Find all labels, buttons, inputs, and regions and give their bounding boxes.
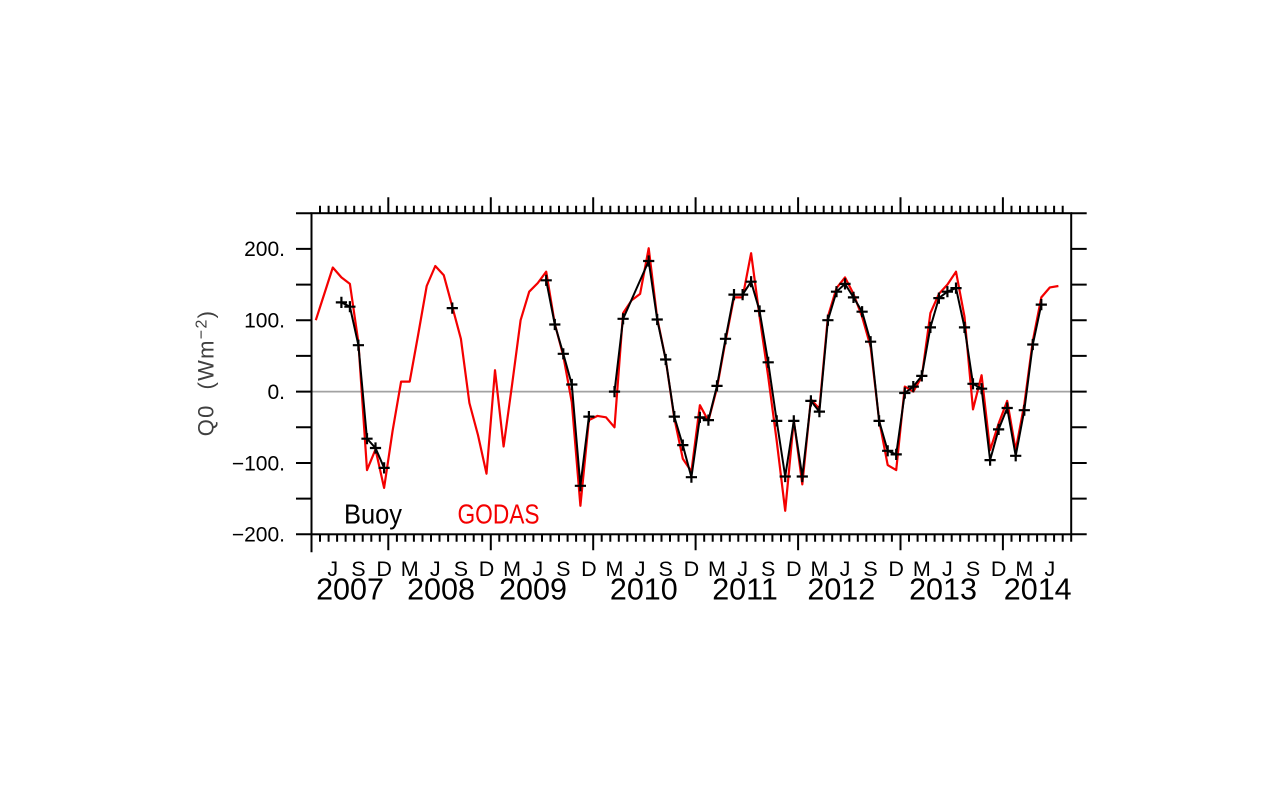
- svg-text:M: M: [708, 557, 726, 581]
- svg-text:−100.: −100.: [232, 452, 285, 475]
- svg-text:M: M: [810, 557, 828, 581]
- svg-text:D: D: [991, 557, 1007, 581]
- svg-text:GODAS: GODAS: [458, 499, 540, 530]
- svg-text:J: J: [327, 557, 338, 581]
- svg-text:Buoy: Buoy: [344, 499, 402, 530]
- svg-text:200.: 200.: [244, 238, 285, 261]
- svg-text:J: J: [532, 557, 543, 581]
- svg-text:D: D: [888, 557, 904, 581]
- svg-text:2011: 2011: [712, 573, 778, 607]
- svg-text:100.: 100.: [244, 310, 285, 333]
- svg-text:D: D: [479, 557, 495, 581]
- svg-text:D: D: [376, 557, 392, 581]
- svg-text:D: D: [786, 557, 802, 581]
- svg-text:S: S: [351, 557, 365, 581]
- svg-text:S: S: [556, 557, 570, 581]
- svg-text:D: D: [581, 557, 597, 581]
- svg-text:−200.: −200.: [232, 524, 285, 547]
- svg-text:M: M: [606, 557, 624, 581]
- svg-text:J: J: [635, 557, 646, 581]
- svg-text:M: M: [401, 557, 419, 581]
- svg-text:J: J: [942, 557, 953, 581]
- svg-text:D: D: [684, 557, 700, 581]
- svg-text:2012: 2012: [807, 573, 875, 607]
- svg-text:0.: 0.: [267, 381, 285, 404]
- svg-text:2013: 2013: [909, 573, 977, 607]
- svg-text:S: S: [659, 557, 673, 581]
- svg-text:S: S: [454, 557, 468, 581]
- svg-text:S: S: [761, 557, 775, 581]
- svg-text:2008: 2008: [407, 573, 475, 607]
- svg-text:2010: 2010: [610, 573, 678, 607]
- svg-text:J: J: [430, 557, 441, 581]
- svg-text:J: J: [737, 557, 748, 581]
- svg-text:J: J: [840, 557, 851, 581]
- svg-text:M: M: [913, 557, 931, 581]
- svg-text:J: J: [1045, 557, 1056, 581]
- svg-text:2014: 2014: [1004, 573, 1072, 607]
- svg-text:2007: 2007: [316, 573, 384, 607]
- svg-text:2009: 2009: [499, 573, 567, 607]
- svg-text:M: M: [503, 557, 521, 581]
- svg-text:M: M: [1015, 557, 1033, 581]
- svg-text:S: S: [863, 557, 877, 581]
- svg-text:S: S: [966, 557, 980, 581]
